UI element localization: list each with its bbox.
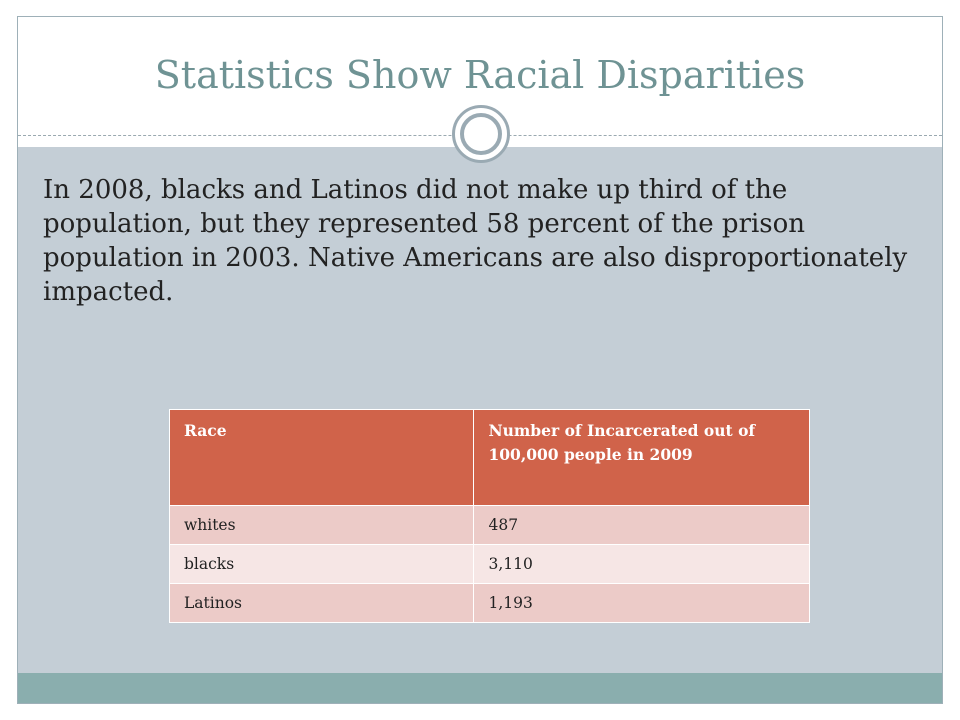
cell-count: 1,193 xyxy=(473,583,810,623)
cell-race: Latinos xyxy=(168,583,475,623)
slide-title: Statistics Show Racial Disparities xyxy=(154,53,806,97)
header-race: Race xyxy=(168,409,475,506)
table-row: blacks 3,110 xyxy=(168,544,810,584)
table-row: Latinos 1,193 xyxy=(168,583,810,623)
table-row: whites 487 xyxy=(168,505,810,545)
body-text: In 2008, blacks and Latinos did not make… xyxy=(43,175,908,307)
incarceration-table: Race Number of Incarcerated out of 100,0… xyxy=(168,409,810,623)
slide: Statistics Show Racial Disparities In 20… xyxy=(17,16,943,704)
cell-race: whites xyxy=(168,505,475,545)
bottom-band xyxy=(18,673,942,703)
header-incarcerated: Number of Incarcerated out of 100,000 pe… xyxy=(473,409,810,506)
cell-count: 487 xyxy=(473,505,810,545)
cell-count: 3,110 xyxy=(473,544,810,584)
circle-ornament-icon xyxy=(452,105,510,163)
cell-race: blacks xyxy=(168,544,475,584)
table-header-row: Race Number of Incarcerated out of 100,0… xyxy=(168,409,810,506)
